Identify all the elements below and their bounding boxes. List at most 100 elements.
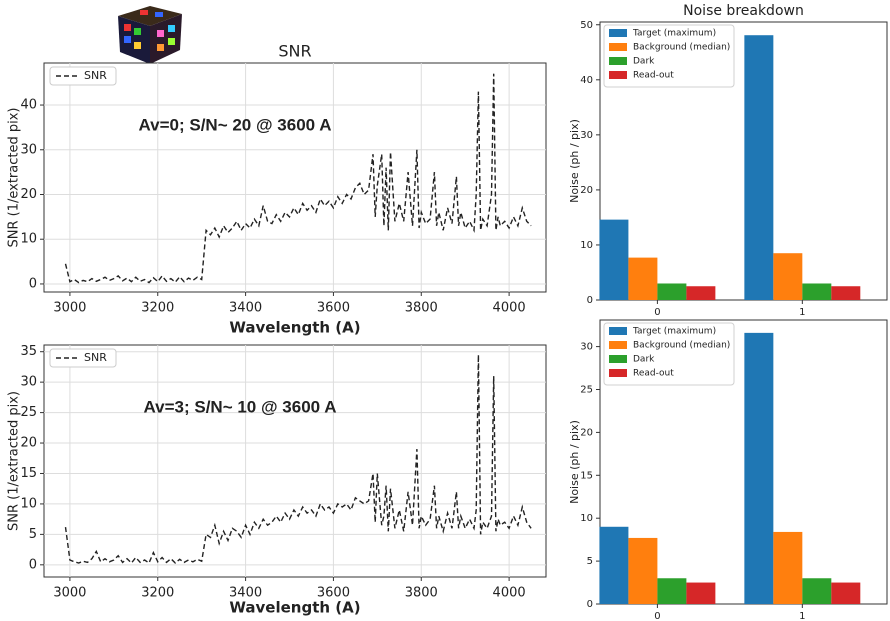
plot-area <box>43 344 547 578</box>
legend-label: Target (maximum) <box>632 29 716 39</box>
chart-panel: 0 5 10 15 20 25 30 Noise (ph / pix) 0 1 Target (ma… <box>568 319 888 621</box>
bar <box>831 582 861 604</box>
legend-box <box>49 66 117 86</box>
x-tick-label: 3200 <box>141 586 174 601</box>
data-line <box>64 73 532 284</box>
y-tick-label: 30 <box>20 375 37 390</box>
bar <box>599 219 629 300</box>
bar <box>773 531 803 604</box>
y-tick-label: 10 <box>580 513 593 524</box>
bar <box>686 582 716 604</box>
x-tick-label: 3600 <box>317 586 350 601</box>
legend-label: Target (maximum) <box>632 327 716 337</box>
y-tick-label: 0 <box>29 276 37 291</box>
y-tick-label: 25 <box>580 384 593 395</box>
y-tick-label: 40 <box>20 98 37 113</box>
legend-swatch <box>609 71 627 79</box>
bar <box>802 578 832 604</box>
x-tick-label: 0 <box>654 611 660 621</box>
x-tick-label: 3800 <box>405 586 438 601</box>
y-axis-label: SNR (1/extracted pix) <box>7 108 22 248</box>
y-tick-label: 20 <box>20 436 37 451</box>
y-tick-label: 40 <box>580 75 593 86</box>
y-tick-label: 30 <box>580 342 593 353</box>
y-tick-label: 5 <box>29 527 37 542</box>
x-axis-label: Wavelength (A) <box>229 599 360 617</box>
y-tick-label: 30 <box>20 142 37 157</box>
y-tick-label: 35 <box>20 344 37 359</box>
plot-area <box>43 62 547 293</box>
y-tick-label: 30 <box>580 130 593 141</box>
bar <box>628 257 658 300</box>
y-axis-label: SNR (1/extracted pix) <box>7 391 22 531</box>
y-tick-label: 10 <box>20 232 37 247</box>
bar <box>657 578 687 604</box>
x-tick-label: 3600 <box>317 301 350 316</box>
legend-swatch <box>609 327 627 335</box>
chart-panel: 0 10 20 30 40 SNR SNR (1/extracted pix) 3000 320… <box>7 42 547 337</box>
x-tick-label: 3000 <box>53 586 86 601</box>
x-axis-label: Wavelength (A) <box>229 319 360 337</box>
bar <box>744 332 774 604</box>
legend-swatch <box>609 43 627 51</box>
legend-label: Dark <box>633 57 655 67</box>
x-tick-label: 3400 <box>229 301 262 316</box>
x-tick-label: 4000 <box>493 301 526 316</box>
y-tick-label: 10 <box>20 496 37 511</box>
bar <box>686 286 716 300</box>
x-tick-label: 0 <box>654 307 660 318</box>
bar <box>599 526 629 604</box>
legend-label: Dark <box>633 355 655 365</box>
y-tick-label: 0 <box>29 557 37 572</box>
y-tick-label: 0 <box>587 295 593 306</box>
y-tick-label: 10 <box>580 240 593 251</box>
bar <box>744 35 774 300</box>
legend-swatch <box>609 341 627 349</box>
y-tick-label: 20 <box>20 187 37 202</box>
legend-box <box>603 322 735 386</box>
y-tick-label: 20 <box>580 427 593 438</box>
annotation: Av=3; S/N~ 10 @ 3600 A <box>144 397 337 416</box>
x-tick-label: 4000 <box>493 586 526 601</box>
legend-swatch <box>609 29 627 37</box>
legend-label: SNR <box>84 351 107 364</box>
x-tick-label: 3800 <box>405 301 438 316</box>
legend-label: SNR <box>84 69 107 82</box>
chart-title: SNR <box>278 42 311 61</box>
y-tick-label: 15 <box>580 470 593 481</box>
y-tick-label: 15 <box>20 466 37 481</box>
legend-swatch <box>609 57 627 65</box>
annotation: Av=0; S/N~ 20 @ 3600 A <box>139 115 332 134</box>
bar <box>657 283 687 300</box>
x-tick-label: 1 <box>799 307 805 318</box>
legend-swatch <box>609 369 627 377</box>
bar <box>802 283 832 300</box>
x-tick-label: 1 <box>799 611 805 621</box>
y-tick-label: 0 <box>587 599 593 610</box>
data-line <box>64 354 532 565</box>
legend-label: Read-out <box>633 369 674 379</box>
legend-swatch <box>609 355 627 363</box>
y-tick-label: 25 <box>20 405 37 420</box>
y-tick-label: 5 <box>587 556 593 567</box>
x-tick-label: 3000 <box>53 301 86 316</box>
x-tick-label: 3400 <box>229 586 262 601</box>
chart-title: Noise breakdown <box>683 3 804 19</box>
bar <box>628 537 658 604</box>
legend-label: Background (median) <box>633 341 730 351</box>
legend-label: Read-out <box>633 71 674 81</box>
y-axis-label: Noise (ph / pix) <box>568 119 581 203</box>
y-tick-label: 50 <box>580 20 593 31</box>
legend-label: Background (median) <box>633 43 730 53</box>
y-axis-label: Noise (ph / pix) <box>568 420 581 504</box>
x-tick-label: 3200 <box>141 301 174 316</box>
bar <box>831 286 861 300</box>
bar <box>773 253 803 300</box>
y-tick-label: 20 <box>580 185 593 196</box>
chart-panel: 0 5 10 15 20 25 30 35 SNR (1/extracted pix) 3000 3… <box>7 344 547 617</box>
legend-box <box>49 348 117 368</box>
legend-box <box>603 24 735 88</box>
logo-cube <box>118 6 182 64</box>
